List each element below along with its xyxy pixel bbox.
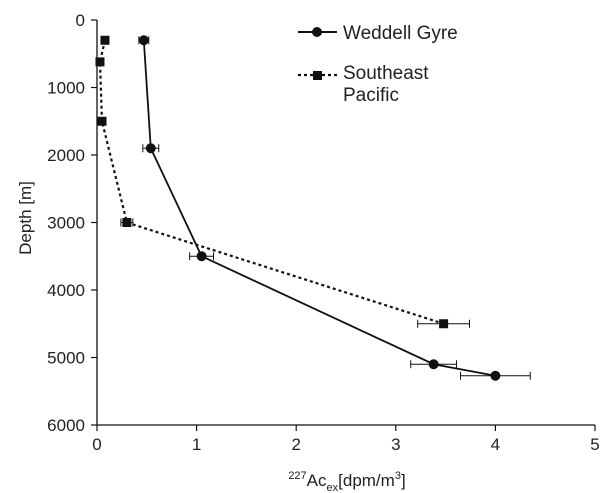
series-0-point-4 [490,370,501,381]
plot-area: 0 1 2 3 4 5 0 1000 2000 3000 4000 5000 6000 [47,11,600,454]
y-tick-label-5: 5000 [47,349,85,368]
legend-entry-southeast-pacific: Southeast Pacific [298,63,434,106]
series-0-point-0 [138,35,149,46]
y-tick-label-6: 6000 [47,416,85,435]
x-tick-label-5: 5 [590,435,599,454]
x-axis-title: 227Acex[dpm/m3] [288,470,405,493]
y-tick-label-0: 0 [76,11,85,30]
x-axis-title-isotope: 227 [288,470,306,482]
y-tick-label-4: 4000 [47,281,85,300]
x-axis-title-subscript: ex [327,482,339,493]
series-1-point-2 [97,116,107,126]
x-tick-label-3: 3 [391,435,400,454]
x-tick-label-0: 0 [92,435,101,454]
legend-marker-weddell-gyre [312,27,322,37]
y-tick-label-2: 2000 [47,146,85,165]
legend-label-southeast-pacific-line2: Pacific [343,85,399,106]
x-tick-label-2: 2 [291,435,300,454]
series-1-point-0 [100,35,110,45]
series-1-point-3 [122,218,132,227]
legend-label-southeast-pacific-line1: Southeast [343,63,429,84]
x-axis-title-unit: [dpm/m [338,471,395,490]
y-tick-label-1: 1000 [47,79,85,98]
x-axis-title-unit-superscript: 3 [395,470,401,482]
legend-label-southeast-pacific: Southeast Pacific [343,63,434,106]
legend: Weddell Gyre Southeast Pacific [298,23,458,106]
x-tick-label-4: 4 [491,435,500,454]
series-1-point-1 [95,57,105,67]
series-1-line [98,40,444,325]
series-0-point-2 [196,251,207,262]
y-tick-label-3: 3000 [47,214,85,233]
x-axis-title-unit-close: ] [401,471,406,490]
series-0-point-3 [428,359,439,370]
y-axis-title: Depth [m] [16,181,35,255]
legend-marker-southeast-pacific [313,71,322,80]
x-axis-title-element: Ac [307,471,327,490]
legend-entry-weddell-gyre: Weddell Gyre [298,23,458,44]
x-tick-label-1: 1 [192,435,201,454]
series-0-point-1 [145,143,156,154]
legend-label-weddell-gyre: Weddell Gyre [343,23,458,44]
series-1-point-4 [439,319,449,329]
